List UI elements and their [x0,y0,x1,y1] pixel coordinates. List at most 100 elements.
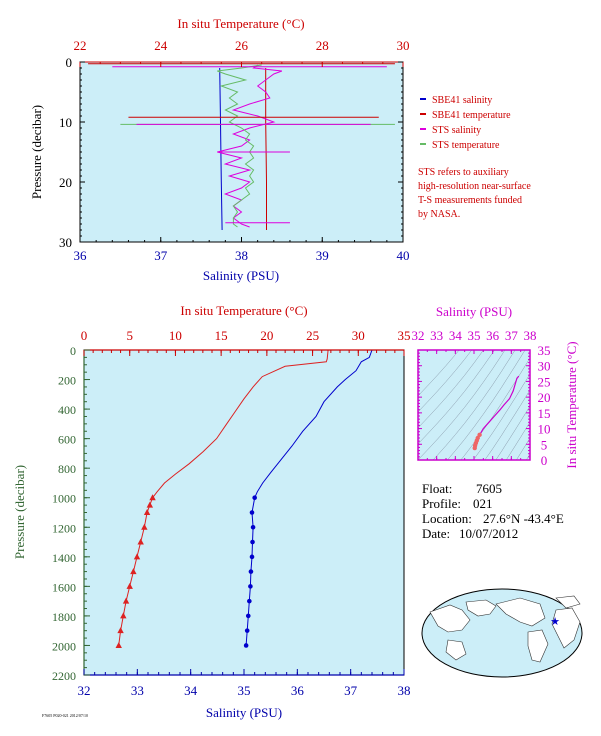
ts-salinity-axis-title: Salinity (PSU) [436,304,512,319]
top-series-sts-temperature [217,64,262,228]
top-ticks: 36 37 38 39 40 22 24 26 28 30 0 10 20 30 [59,38,410,263]
profile-pressure-tick-label: 2200 [52,669,76,683]
temperature-point [143,509,151,515]
profile-salinity-axis-title: Salinity (PSU) [206,705,282,720]
temperature-point [120,612,127,619]
ts-series [418,350,530,460]
profile-salinity-tick-label: 36 [291,683,305,698]
profile-temp-tick-label: 35 [398,328,411,343]
note-line-2: high-resolution near-surface [418,181,531,192]
density-contour [418,350,460,397]
continent-north-america [495,597,546,627]
ts-salinity-tick-label: 35 [468,328,481,343]
density-contour [484,389,530,460]
top-pressure-tick-label: 30 [59,235,72,250]
top-panel: 36 37 38 39 40 22 24 26 28 30 0 10 20 30 In situ Temp… [29,16,531,283]
continent-south-america [527,629,549,663]
temperature-point [141,523,148,530]
profile-pressure-tick-label: 200 [58,374,76,388]
salinity-point [248,584,253,589]
world-map: ★ [421,588,583,678]
profile-pressure-tick-label: 1600 [52,580,76,594]
profile-salinity-tick-label: 32 [78,683,91,698]
legend-sbe41-salinity: SBE41 salinity [432,95,492,106]
float-value: 7605 [476,481,502,496]
note-line-1: STS refers to auxiliary [418,167,509,178]
ts-salinity-tick-label: 33 [430,328,443,343]
ts-temp-tick-label: 20 [538,390,551,405]
profile-temp-tick-label: 10 [169,328,182,343]
profile-salinity-tick-label: 34 [184,683,198,698]
profile-pressure-tick-label: 1000 [52,492,76,506]
profile-salinity-tick-label: 38 [398,683,411,698]
profile-pressure-tick-label: 2000 [52,639,76,653]
profile-label: Profile: [422,496,461,511]
profile-temp-tick-label: 15 [215,328,228,343]
profile-temp-tick-label: 30 [352,328,365,343]
profile-ticks: 32 33 34 35 36 37 38 0 5 10 15 20 25 30 35 0 200 400 600 80… [52,328,411,698]
temperature-point [126,582,133,589]
legend-sts-temperature: STS temperature [432,140,500,151]
ts-temp-tick-label: 10 [538,422,551,437]
continent-australia [445,639,467,661]
top-salinity-tick-label: 39 [316,248,329,263]
density-contour [447,350,526,460]
ts-temp-tick-label: 0 [541,453,548,468]
continent-north-asia [465,599,497,617]
ts-temperature-axis-title: In situ Temperature (°C) [564,341,579,468]
date-label: Date: [422,526,450,541]
map-continents [429,595,581,663]
temperature-point [122,597,130,604]
salinity-point [244,628,250,633]
density-contour [505,421,530,460]
top-temp-tick-label: 22 [74,38,87,53]
profile-pressure-tick-label: 600 [58,433,76,447]
top-salinity-tick-label: 37 [154,248,168,263]
profile-salinity-tick-label: 35 [238,683,251,698]
temperature-point [149,494,156,501]
top-legend: SBE41 salinity SBE41 temperature STS sal… [420,95,511,151]
top-temp-tick-label: 26 [235,38,249,53]
profile-salinity-tick-label: 37 [344,683,358,698]
profile-temperature-line [118,349,329,646]
continent-asia-west [429,604,471,633]
salinity-point [249,510,255,515]
ts-salinity-tick-label: 37 [505,328,519,343]
salinity-point [249,554,255,560]
continent-africa [551,607,581,649]
profile-temperature-axis-title: In situ Temperature (°C) [180,303,307,318]
top-salinity-tick-label: 36 [74,248,88,263]
top-series [88,63,395,231]
top-pressure-tick-label: 10 [59,115,72,130]
date-value: 10/07/2012 [459,526,518,541]
salinity-point [250,539,255,545]
profile-series [115,349,373,648]
profile-pressure-axis-title: Pressure (decibar) [12,465,27,559]
salinity-point [247,598,252,604]
density-contour [495,405,530,460]
temperature-point [133,553,141,560]
profile-panel: 32 33 34 35 36 37 38 0 5 10 15 20 25 30 35 0 200 400 600 80… [12,303,411,720]
profile-pressure-tick-label: 0 [70,344,76,358]
profile-pressure-tick-label: 400 [58,403,76,417]
footnote: F7605 P020-021 2012/07/10 [42,713,88,718]
top-salinity-tick-label: 40 [397,248,410,263]
profile-temp-tick-label: 20 [260,328,273,343]
location-label: Location: [422,511,472,526]
density-contour [418,350,484,429]
profile-temp-tick-label: 5 [126,328,133,343]
profile-temp-tick-label: 25 [306,328,319,343]
temperature-point [146,501,154,508]
profile-pressure-tick-label: 1200 [52,521,76,535]
salinity-point [252,495,257,501]
ts-temp-tick-label: 25 [538,374,551,389]
temperature-point [117,627,124,634]
legend-sbe41-temperature: SBE41 temperature [432,110,511,121]
top-salinity-axis-title: Salinity (PSU) [203,268,279,283]
float-label: Float: [422,481,452,496]
density-contour [418,350,495,445]
temperature-point [130,568,137,575]
top-pressure-axis-title: Pressure (decibar) [29,105,44,199]
ts-salinity-tick-label: 32 [412,328,425,343]
